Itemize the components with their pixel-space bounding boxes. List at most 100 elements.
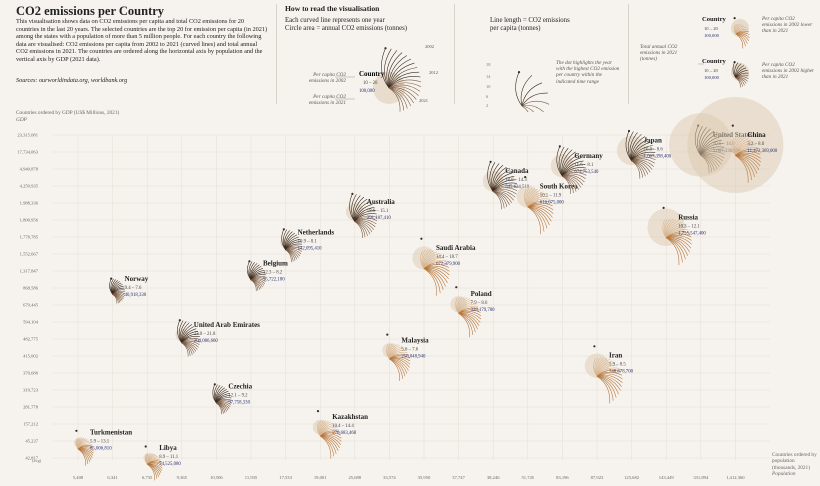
country-total: 328,179,780 — [471, 308, 496, 313]
year-line — [388, 62, 415, 89]
year-line — [596, 375, 611, 404]
country-range: 5.9 – 13.1 — [90, 440, 110, 445]
intro-text: This visualisation shows data on CO2 emi… — [16, 18, 268, 63]
country-fan — [144, 445, 163, 481]
year-line — [521, 100, 550, 107]
country-glyph: Poland 7.9 – 8.6 328,179,780 — [450, 286, 496, 338]
year-line — [735, 155, 752, 181]
country-name: Poland — [471, 290, 492, 298]
country-fan — [556, 145, 587, 194]
y-tick-label: 23,315,081 — [17, 133, 38, 139]
year-line — [561, 149, 573, 177]
country-fan — [455, 286, 482, 338]
year-line — [386, 50, 398, 89]
country-fan — [75, 429, 94, 466]
country-total: 276,683,460 — [332, 431, 357, 436]
year-line — [735, 77, 741, 88]
divider — [628, 4, 629, 104]
country-name: Kazakhstan — [332, 413, 368, 421]
year-line — [492, 172, 513, 192]
year-line — [666, 237, 690, 253]
peak-dot — [455, 286, 458, 289]
peak-dot — [178, 319, 181, 322]
country-glyph: Netherlands 10.9 – 8.1 142,095,410 — [280, 228, 335, 263]
peak-dot — [213, 383, 216, 386]
y-tick-label: 157,212 — [23, 422, 39, 428]
example-fan-lines — [381, 47, 422, 112]
year-line — [491, 163, 500, 192]
year-line — [112, 294, 118, 304]
divider — [454, 4, 455, 104]
x-axis-ticks: 5,408 6,341 6,735 9,365 10,506 11,935 17,533 19… — [73, 475, 745, 481]
country-range: 7.9 – 8.6 — [471, 301, 488, 306]
country-name: Turkmenistan — [90, 429, 132, 437]
year-line — [560, 147, 569, 177]
year-line — [596, 375, 614, 401]
peak-dot — [384, 47, 387, 50]
year-line — [388, 87, 417, 100]
country-fan — [487, 160, 518, 210]
peak-dot — [110, 277, 113, 280]
country-range: 5.9 – 8.5 — [609, 363, 626, 368]
year-line — [562, 157, 582, 177]
country-glyph: Belgium 12.3 – 8.2 95,722,180 — [246, 259, 288, 292]
scale-tick: 18 — [486, 62, 491, 67]
y-tick-label: 1,317,847 — [20, 269, 39, 275]
peak-dot — [316, 410, 320, 413]
peak-dot — [558, 145, 561, 148]
dot-note: The dot highlights the year with the hig… — [556, 60, 620, 85]
howto-line: Line length = CO2 emissions — [490, 17, 570, 24]
country-range: 5.6 – 7.6 — [401, 347, 418, 352]
year-line — [562, 151, 576, 177]
scale-fan-lines — [515, 71, 550, 112]
year-line — [77, 448, 87, 466]
country-range: 10.9 – 8.1 — [298, 240, 318, 245]
peak-dot — [733, 61, 736, 64]
country-name: Japan — [644, 136, 662, 144]
year-line — [351, 194, 357, 222]
country-name: South Korea — [540, 183, 578, 191]
year-line — [666, 237, 683, 263]
divider — [276, 4, 277, 104]
country-range: 3.2 – 8.0 — [747, 142, 764, 147]
y-tick-label: 281,778 — [23, 405, 39, 411]
year-line — [458, 313, 471, 338]
x-tick-label: 51,745 — [521, 475, 534, 481]
example-fan — [381, 47, 422, 112]
legend-range: 10 – 20 — [704, 26, 718, 31]
country-glyph: Malaysia 5.6 – 7.6 256,048,940 — [382, 333, 429, 382]
country-name: Netherlands — [298, 229, 335, 237]
country-glyph: Kazakhstan 10.4 – 14.4 276,683,460 — [312, 410, 368, 459]
year-line — [527, 206, 545, 232]
x-tick-label: 143,449 — [659, 475, 675, 481]
year-line — [388, 87, 408, 109]
country-range: 18.0 – 14.3 — [505, 178, 527, 183]
country-glyph: China 3.2 – 8.0 11,472,369,000 — [687, 97, 784, 193]
country-name: Canada — [505, 167, 529, 175]
year-line — [527, 206, 553, 218]
y-axis-label: Countries ordered by GDP (US$ Millions, … — [16, 110, 120, 116]
peak-dot — [489, 160, 492, 163]
howto-line: Circle area = annual CO2 emissions (tonn… — [285, 25, 407, 32]
year-line — [562, 176, 571, 194]
note-2021: Per capita CO2 emissions in 2021 — [308, 94, 346, 107]
year-line — [352, 195, 361, 222]
year-label: 2002 — [425, 44, 434, 49]
year-line — [354, 221, 363, 239]
y-tick-label: 4,940,878 — [20, 167, 39, 173]
year-line — [423, 268, 438, 296]
country-fan — [247, 260, 267, 292]
y-tick-label: 679,445 — [23, 303, 39, 309]
country-total: 256,048,940 — [401, 354, 426, 359]
scale-tick: 10 — [486, 84, 491, 89]
year-line — [629, 132, 638, 161]
year-line — [735, 155, 755, 177]
year-line — [388, 82, 422, 89]
country-range: 11.6 – 8.1 — [574, 163, 594, 168]
country-fan — [281, 228, 303, 263]
peak-dot — [75, 429, 78, 432]
country-range: 9.4 – 7.6 — [125, 286, 142, 291]
country-name: Belgium — [263, 259, 288, 267]
country-name: Russia — [678, 213, 698, 221]
peak-dot — [282, 228, 285, 231]
